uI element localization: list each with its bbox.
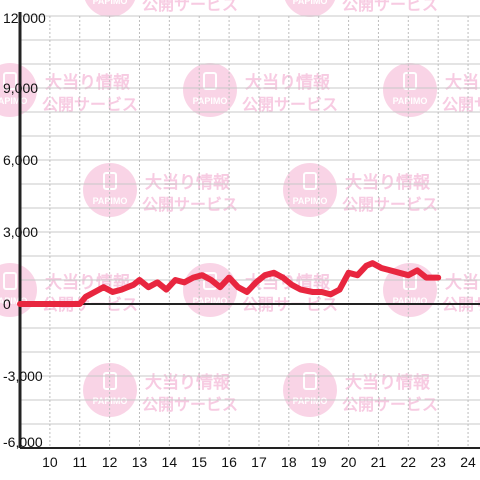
watermark-line2: 公開サービス <box>142 0 238 14</box>
series-line <box>17 260 442 307</box>
watermark-line1: 大当り情報 <box>445 72 480 93</box>
watermark-line1: 大当り情報 <box>45 72 131 93</box>
x-tick-label: 16 <box>221 454 237 470</box>
watermark-line2: 公開サービス <box>142 195 238 214</box>
y-tick-labels: 12,000 9,000 6,000 3,000 0 -3,000 -6,000 <box>3 10 46 450</box>
x-tick-label: 19 <box>311 454 327 470</box>
watermark-line1: 大当り情報 <box>345 172 431 193</box>
x-tick-label: 14 <box>162 454 178 470</box>
watermark-line2: 公開サービス <box>342 0 438 14</box>
watermark-line1: 大当り情報 <box>245 72 331 93</box>
series-layer <box>17 260 442 307</box>
watermark-line2: 公開サービス <box>42 95 138 114</box>
x-tick-label: 17 <box>251 454 267 470</box>
x-tick-label: 12 <box>102 454 118 470</box>
axes <box>18 12 480 449</box>
x-tick-label: 11 <box>72 454 87 470</box>
x-tick-label: 22 <box>401 454 417 470</box>
grid-lines <box>20 15 480 449</box>
x-tick-label: 20 <box>341 454 357 470</box>
y-tick-label: 9,000 <box>3 80 38 96</box>
x-tick-label: 23 <box>430 454 446 470</box>
x-tick-labels: 10 11 12 13 14 15 16 17 18 19 20 21 22 23 24 <box>42 454 476 470</box>
watermark-line1: 大当り情報 <box>445 272 480 293</box>
y-tick-label: -6,000 <box>3 434 43 450</box>
x-tick-label: 24 <box>460 454 476 470</box>
watermark-line2: 公開サービス <box>142 395 238 414</box>
y-tick-label: -3,000 <box>3 368 43 384</box>
watermark-line1: 大当り情報 <box>145 372 231 393</box>
watermark-line2: 公開サービス <box>242 95 338 114</box>
watermark-logo <box>282 0 338 18</box>
y-tick-label: 6,000 <box>3 152 38 168</box>
watermark-line2: 公開サービス <box>442 95 480 114</box>
y-tick-label: 0 <box>3 296 11 312</box>
watermark-logo <box>82 0 138 18</box>
watermark-line2: 公開サービス <box>342 195 438 214</box>
watermark-logo <box>282 162 338 218</box>
x-tick-label: 15 <box>191 454 207 470</box>
watermark-logo <box>382 62 438 118</box>
watermark-line1: 大当り情報 <box>345 372 431 393</box>
x-tick-label: 10 <box>42 454 58 470</box>
x-tick-label: 21 <box>371 454 387 470</box>
x-tick-label: 13 <box>132 454 148 470</box>
watermark-line1: 大当り情報 <box>145 172 231 193</box>
x-tick-label: 18 <box>281 454 297 470</box>
y-tick-label: 12,000 <box>3 10 46 26</box>
watermark-logo <box>282 362 338 418</box>
y-tick-label: 3,000 <box>3 224 38 240</box>
watermark-line2: 公開サービス <box>342 395 438 414</box>
